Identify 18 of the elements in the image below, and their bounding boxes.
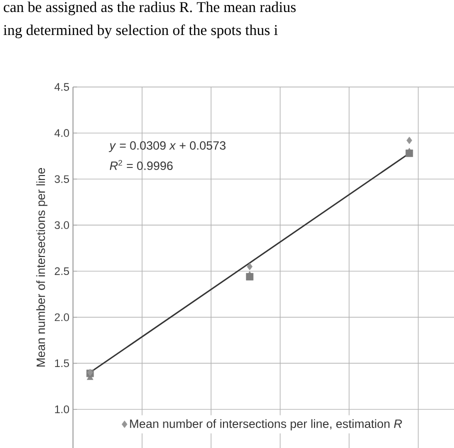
- y-tick-label: 1.0: [55, 405, 70, 414]
- y-tick-label: 4.0: [54, 129, 70, 137]
- y-tick-label: 3.0: [54, 221, 70, 230]
- y-tick-label: 3.5: [54, 175, 70, 183]
- y-axis-title: Mean number of intersections per line: [36, 168, 48, 367]
- point: [406, 136, 412, 144]
- point: [246, 273, 254, 280]
- annotation: y = 0.0309 x + 0.0573: [108, 141, 226, 152]
- text: ing determined by selection of the spots thus i: [4, 24, 278, 38]
- annotation: R$^{2}$ = 0.9996: [110, 160, 173, 170]
- legend-label: Mean number of intersections per line, estimation R: [130, 419, 402, 430]
- point: [246, 262, 253, 270]
- y-tick-label: 4.5: [54, 83, 70, 91]
- y-tick-label: 2.0: [54, 313, 70, 322]
- text: can be assigned as the radius R. The mean radius: [4, 2, 296, 16]
- point: [406, 150, 414, 157]
- y-tick-label: 2.5: [54, 267, 70, 276]
- y-tick-label: 1.5: [55, 359, 70, 368]
